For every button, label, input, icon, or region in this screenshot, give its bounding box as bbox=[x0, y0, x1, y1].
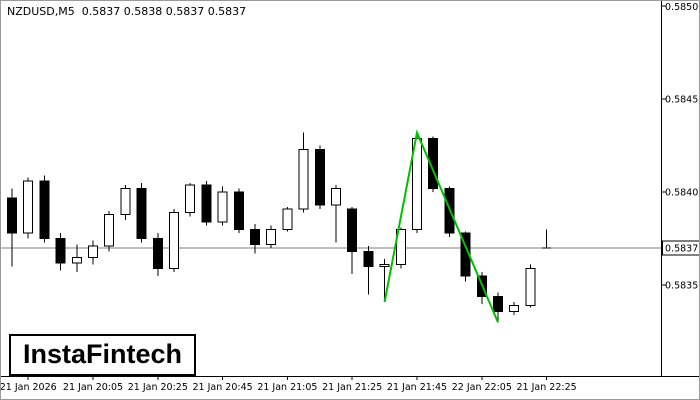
time-axis-label: 22 Jan 22:05 bbox=[452, 382, 512, 393]
time-axis-label: 21 Jan 21:45 bbox=[387, 382, 447, 393]
candle-body bbox=[7, 197, 17, 234]
candle-body bbox=[460, 232, 471, 277]
current-price-badge bbox=[662, 240, 699, 256]
candle-body bbox=[104, 214, 115, 247]
candle-body bbox=[88, 245, 98, 258]
candle-body bbox=[136, 188, 147, 240]
candle-body bbox=[428, 137, 439, 190]
ohlc-values: 0.5837 0.5838 0.5837 0.5837 bbox=[81, 5, 247, 18]
candles-layer bbox=[7, 132, 552, 323]
time-axis-label: 21 Jan 20:45 bbox=[193, 382, 253, 393]
price-axis-label: 0.5850 bbox=[665, 2, 698, 13]
quote-header: NZDUSD,M5 0.5837 0.5838 0.5837 0.5837 bbox=[7, 5, 246, 18]
candle-body bbox=[71, 256, 82, 264]
candle-body bbox=[152, 238, 163, 269]
candle-body bbox=[493, 295, 503, 312]
candle-body bbox=[266, 228, 277, 245]
candle-body bbox=[314, 148, 325, 206]
candle-body bbox=[331, 188, 341, 206]
price-axis-label: 0.5840 bbox=[665, 188, 698, 199]
instafintech-logo: InstaFintech bbox=[9, 334, 197, 376]
time-axis-label: 21 Jan 20:05 bbox=[63, 382, 123, 393]
symbol-timeframe-label: NZDUSD,M5 bbox=[7, 5, 75, 18]
current-price-badge-label: 0.5837 bbox=[665, 244, 698, 255]
price-axis-label: 0.5835 bbox=[665, 281, 698, 292]
candle-body bbox=[412, 137, 422, 230]
candle-body bbox=[298, 148, 309, 210]
candle-body bbox=[379, 264, 390, 268]
candle-body bbox=[250, 228, 260, 245]
candle-body bbox=[509, 305, 520, 312]
candle-body bbox=[395, 228, 406, 266]
time-axis-label: 21 Jan 21:05 bbox=[257, 382, 317, 393]
candle-body bbox=[282, 208, 293, 230]
time-axis[interactable]: 21 Jan 2026 21 Jan 20:05 21 Jan 20:25 21 Ja… bbox=[1, 376, 577, 393]
time-axis-label: 21 Jan 21:25 bbox=[322, 382, 382, 393]
zigzag-indicator bbox=[383, 129, 499, 323]
price-axis[interactable]: 0.5850 0.5845 0.5840 0.5835 0.5837 bbox=[661, 2, 700, 292]
time-axis-label: 21 Jan 20:25 bbox=[128, 382, 188, 393]
candle-body bbox=[347, 208, 358, 253]
price-axis-label: 0.5845 bbox=[665, 95, 698, 106]
candle-body bbox=[23, 180, 34, 234]
candle-body bbox=[525, 268, 536, 307]
time-axis-label: 21 Jan 2026 bbox=[1, 382, 57, 393]
candle-body bbox=[201, 184, 212, 223]
time-axis-label: 21 Jan 22:25 bbox=[517, 382, 577, 393]
candle-body bbox=[55, 238, 66, 264]
candle-body bbox=[363, 251, 374, 268]
candle-body bbox=[169, 212, 179, 269]
candle-body bbox=[217, 191, 228, 223]
candle-body bbox=[185, 184, 196, 214]
candle-body bbox=[120, 188, 131, 215]
candle-body bbox=[39, 180, 50, 240]
candle-body bbox=[233, 191, 244, 230]
